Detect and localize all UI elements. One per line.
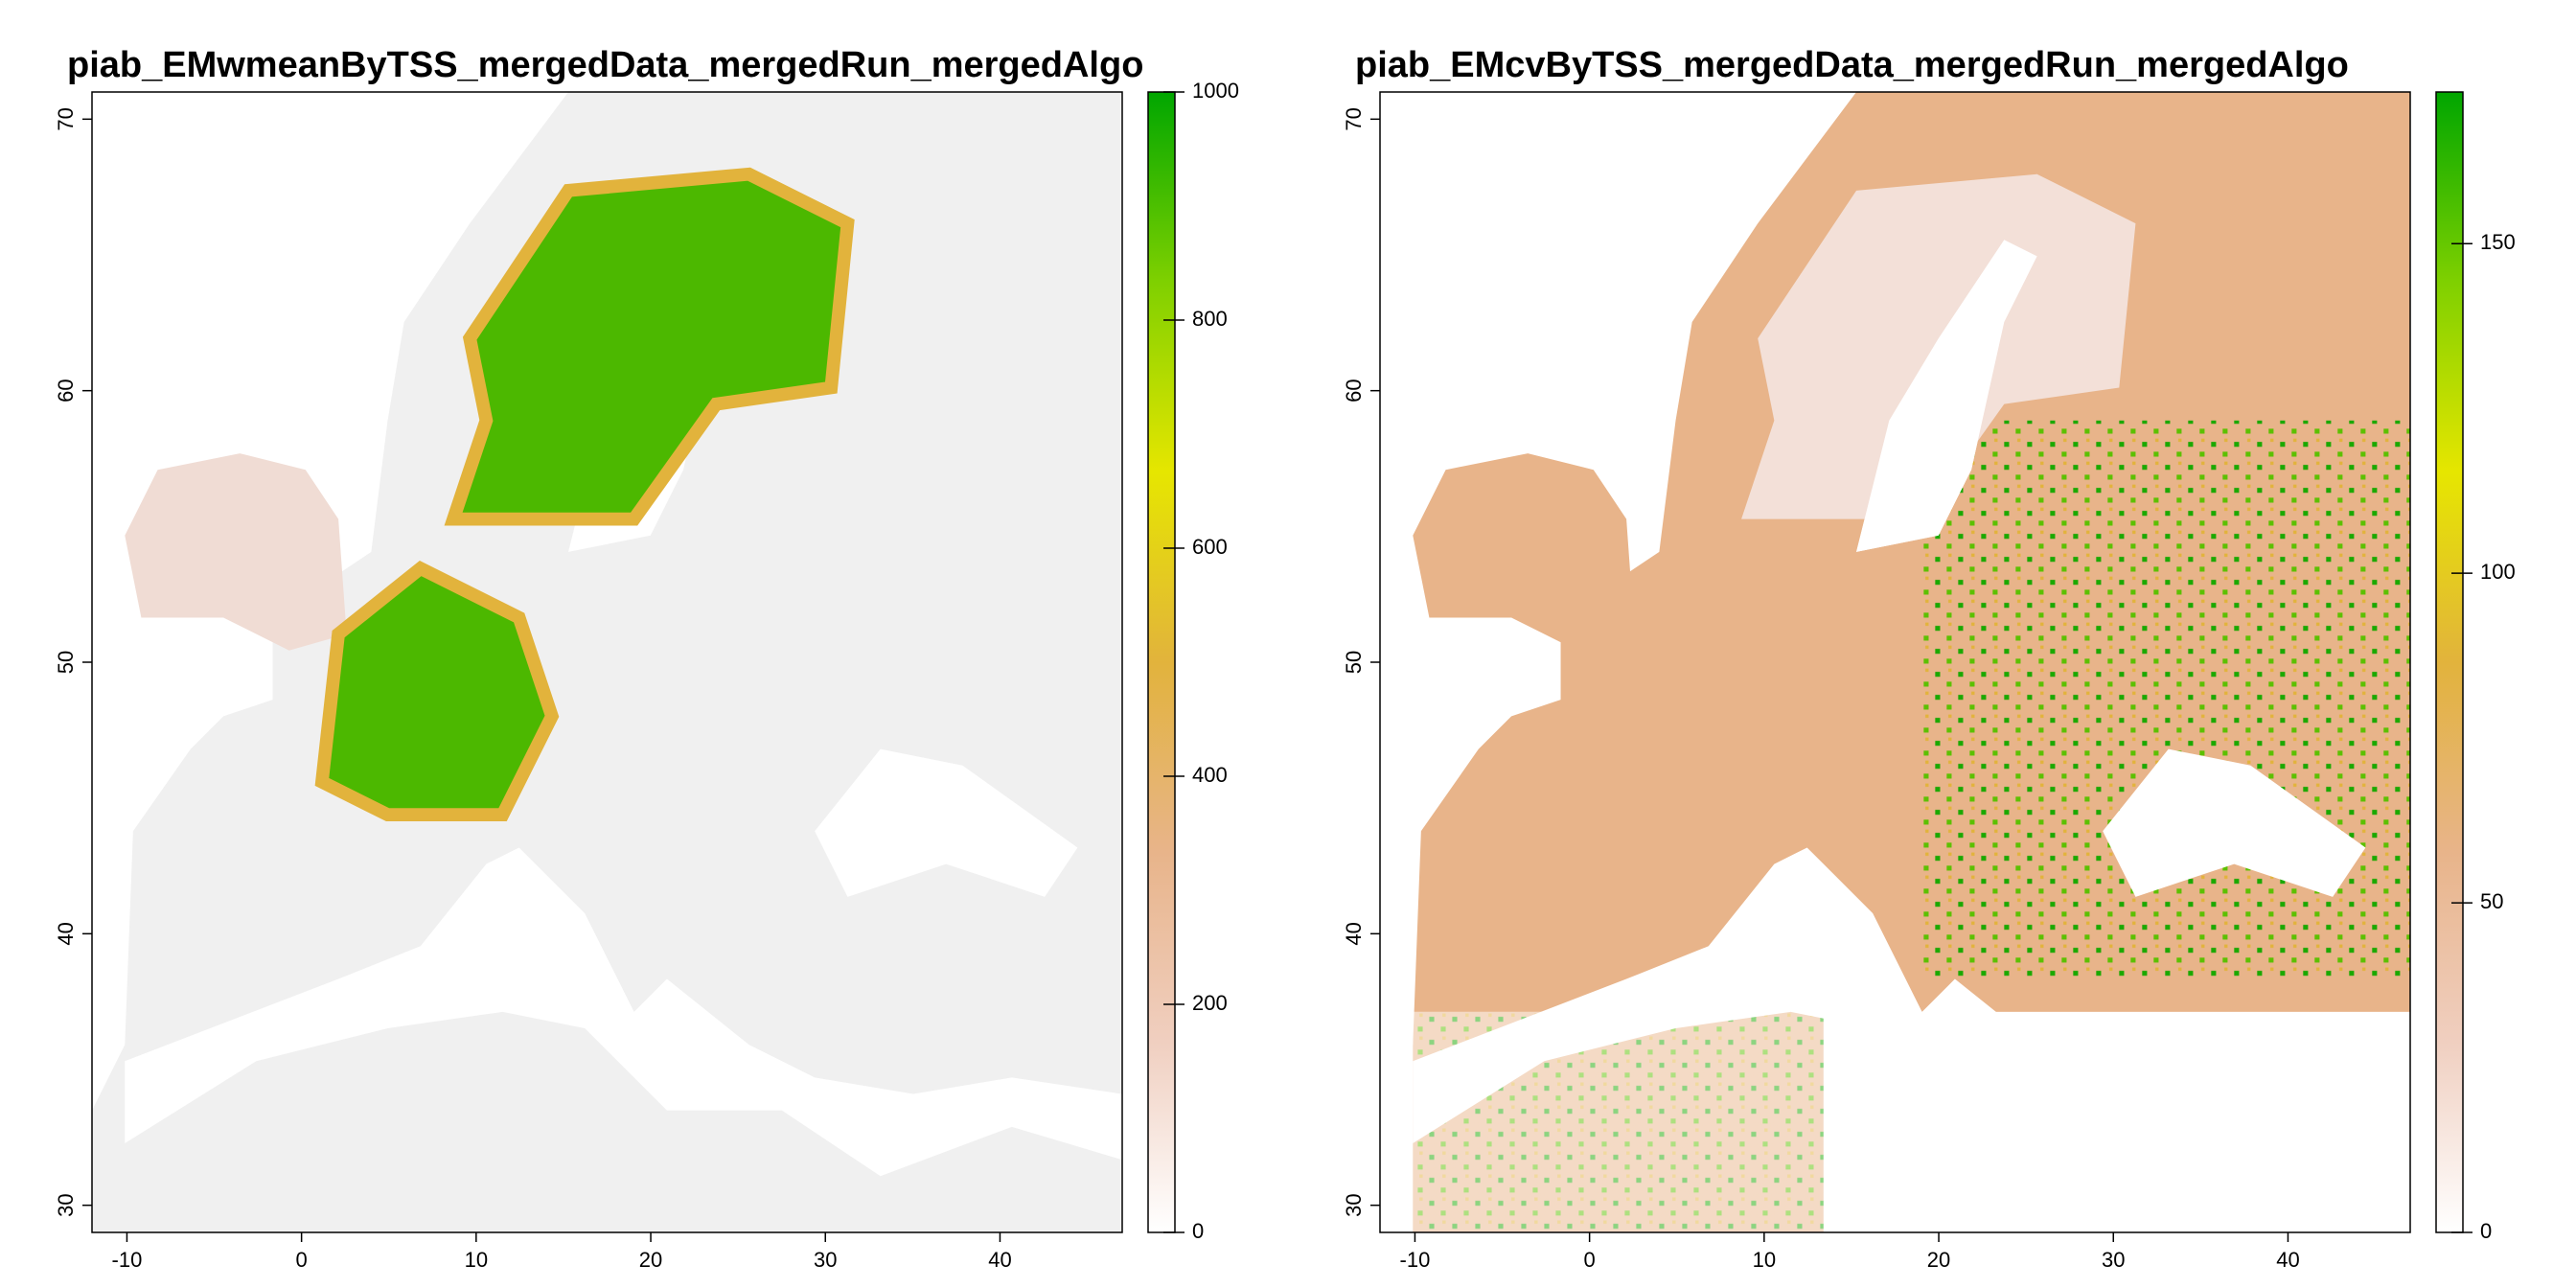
map-raster: [92, 92, 1122, 1232]
x-tick-label: 0: [296, 1248, 308, 1272]
y-tick-label: 60: [54, 379, 78, 402]
colorbar: [1147, 91, 1176, 1233]
colorbar-tick-label: 150: [2480, 230, 2516, 254]
x-tick-label: 40: [2276, 1248, 2299, 1272]
x-tick-label: 40: [988, 1248, 1011, 1272]
x-tick-label: -10: [112, 1248, 143, 1272]
map-panel: piab_EMcvByTSS_mergedData_mergedRun_merg…: [1342, 45, 2516, 1272]
x-tick-label: 30: [814, 1248, 837, 1272]
colorbar-tick-label: 800: [1192, 307, 1228, 331]
y-tick-label: 50: [1342, 651, 1366, 674]
y-tick-label: 40: [1342, 922, 1366, 945]
map-panel: piab_EMwmeanByTSS_mergedData_mergedRun_m…: [54, 45, 1239, 1272]
panel-title: piab_EMcvByTSS_mergedData_mergedRun_merg…: [1355, 45, 2349, 85]
y-tick-label: 60: [1342, 379, 1366, 402]
y-tick-label: 70: [1342, 107, 1366, 130]
x-tick-label: 20: [1927, 1248, 1950, 1272]
x-tick-label: 20: [639, 1248, 662, 1272]
y-tick-label: 70: [54, 107, 78, 130]
x-tick-label: 30: [2102, 1248, 2125, 1272]
y-tick-label: 40: [54, 922, 78, 945]
x-tick-label: 10: [1753, 1248, 1776, 1272]
colorbar-tick-label: 400: [1192, 763, 1228, 787]
colorbar-tick-label: 0: [2480, 1219, 2492, 1243]
x-tick-label: 0: [1584, 1248, 1596, 1272]
map-raster: [1380, 92, 2410, 1232]
panel-title: piab_EMwmeanByTSS_mergedData_mergedRun_m…: [67, 45, 1143, 85]
colorbar-tick-label: 200: [1192, 991, 1228, 1015]
colorbar-tick-label: 0: [1192, 1219, 1204, 1243]
colorbar-tick-label: 1000: [1192, 79, 1239, 103]
y-tick-label: 50: [54, 651, 78, 674]
y-tick-label: 30: [54, 1193, 78, 1216]
colorbar-tick-label: 50: [2480, 889, 2503, 913]
colorbar-tick-label: 100: [2480, 560, 2516, 584]
colorbar: [2435, 91, 2464, 1233]
colorbar-tick-label: 600: [1192, 535, 1228, 559]
x-tick-label: 10: [465, 1248, 488, 1272]
x-tick-label: -10: [1400, 1248, 1431, 1272]
y-tick-label: 30: [1342, 1193, 1366, 1216]
